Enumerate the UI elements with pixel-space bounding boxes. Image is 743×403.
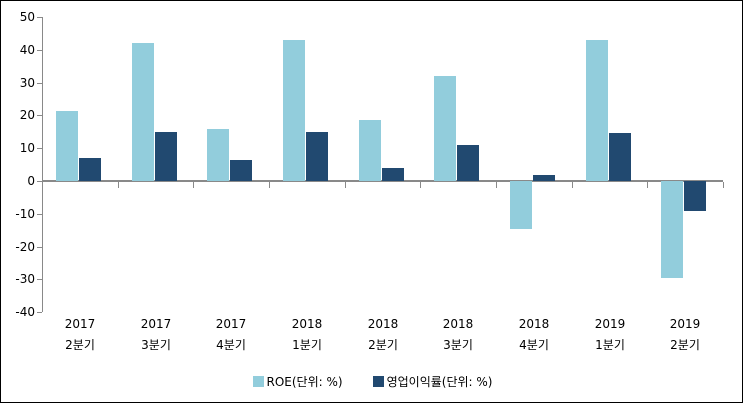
x-category-year-label: 2019 xyxy=(594,317,626,331)
bar-operating-margin xyxy=(533,175,555,181)
x-axis-tick xyxy=(647,182,648,188)
y-axis-tick xyxy=(37,312,42,314)
x-category-year-label: 2017 xyxy=(140,317,172,331)
y-axis-tick xyxy=(37,148,42,150)
x-category-quarter-label: 2분기 xyxy=(670,338,700,352)
x-axis-tick xyxy=(193,182,194,188)
legend-item-roe: ROE(단위: %) xyxy=(252,373,343,390)
x-category-quarter-label: 3분기 xyxy=(443,338,473,352)
operating-margin-series-swatch xyxy=(372,375,384,387)
y-tick-label: 0 xyxy=(27,174,35,188)
roe-series-label: ROE(단위: %) xyxy=(266,374,343,389)
bar-roe xyxy=(56,110,78,181)
x-axis-tick xyxy=(496,182,497,188)
bar-operating-margin xyxy=(684,181,706,211)
y-tick-label: -20 xyxy=(15,239,35,254)
bar-operating-margin xyxy=(230,159,252,181)
bar-roe xyxy=(510,181,532,229)
bar-operating-margin xyxy=(155,131,177,181)
y-tick-label: 40 xyxy=(19,42,35,57)
x-axis-tick xyxy=(572,182,573,188)
x-axis-tick xyxy=(269,182,270,188)
y-tick-label: -30 xyxy=(15,272,35,287)
x-category-quarter-label: 2분기 xyxy=(368,338,398,352)
bar-operating-margin xyxy=(306,131,328,181)
x-category-year-label: 2018 xyxy=(442,317,474,331)
x-category-year-label: 2018 xyxy=(367,317,399,331)
x-category-year-label: 2019 xyxy=(669,317,701,331)
x-axis-tick xyxy=(420,182,421,188)
legend-item-operating-margin: 영업이익률(단위: %) xyxy=(372,373,493,390)
x-axis-tick xyxy=(345,182,346,188)
legend: ROE(단위: %) 영업이익률(단위: %) xyxy=(1,370,742,392)
y-axis-tick xyxy=(37,82,42,84)
bar-roe xyxy=(661,181,683,278)
x-category-quarter-label: 4분기 xyxy=(216,338,246,352)
x-category-year-label: 2017 xyxy=(215,317,247,331)
x-category-quarter-label: 1분기 xyxy=(292,338,322,352)
x-category-quarter-label: 2분기 xyxy=(65,338,95,352)
y-axis-tick xyxy=(37,246,42,248)
y-tick-label: 30 xyxy=(19,75,35,90)
x-category-quarter-label: 1분기 xyxy=(595,338,625,352)
roe-series-swatch xyxy=(252,375,264,387)
y-axis-tick xyxy=(37,213,42,215)
y-axis-tick xyxy=(37,115,42,117)
bar-operating-margin xyxy=(382,167,404,181)
bar-roe xyxy=(207,128,229,181)
x-axis-tick xyxy=(723,182,724,188)
bar-operating-margin xyxy=(609,133,631,181)
y-axis-tick xyxy=(37,181,42,182)
x-category-year-label: 2018 xyxy=(291,317,323,331)
bar-operating-margin xyxy=(457,144,479,181)
operating-margin-series-label: 영업이익률(단위: %) xyxy=(386,374,493,389)
y-tick-label: -10 xyxy=(15,206,35,221)
y-axis-line xyxy=(42,17,43,313)
x-axis-zero-line xyxy=(42,180,723,182)
x-axis-tick xyxy=(118,182,119,188)
bar-roe xyxy=(359,120,381,181)
y-tick-label: 10 xyxy=(19,141,35,156)
x-category-year-label: 2017 xyxy=(64,317,96,331)
x-category-quarter-label: 3분기 xyxy=(141,338,171,352)
x-category-year-label: 2018 xyxy=(518,317,550,331)
y-tick-label: 20 xyxy=(19,108,35,123)
bar-roe xyxy=(586,40,608,181)
y-axis-tick xyxy=(37,17,42,18)
bar-roe xyxy=(434,76,456,181)
x-category-quarter-label: 4분기 xyxy=(519,338,549,352)
bar-operating-margin xyxy=(79,158,101,181)
bar-roe xyxy=(283,40,305,181)
y-tick-label: -40 xyxy=(15,305,35,320)
y-axis-tick xyxy=(37,279,42,281)
y-axis-tick xyxy=(37,49,42,51)
bar-roe xyxy=(132,43,154,181)
y-tick-label: 50 xyxy=(19,10,35,24)
